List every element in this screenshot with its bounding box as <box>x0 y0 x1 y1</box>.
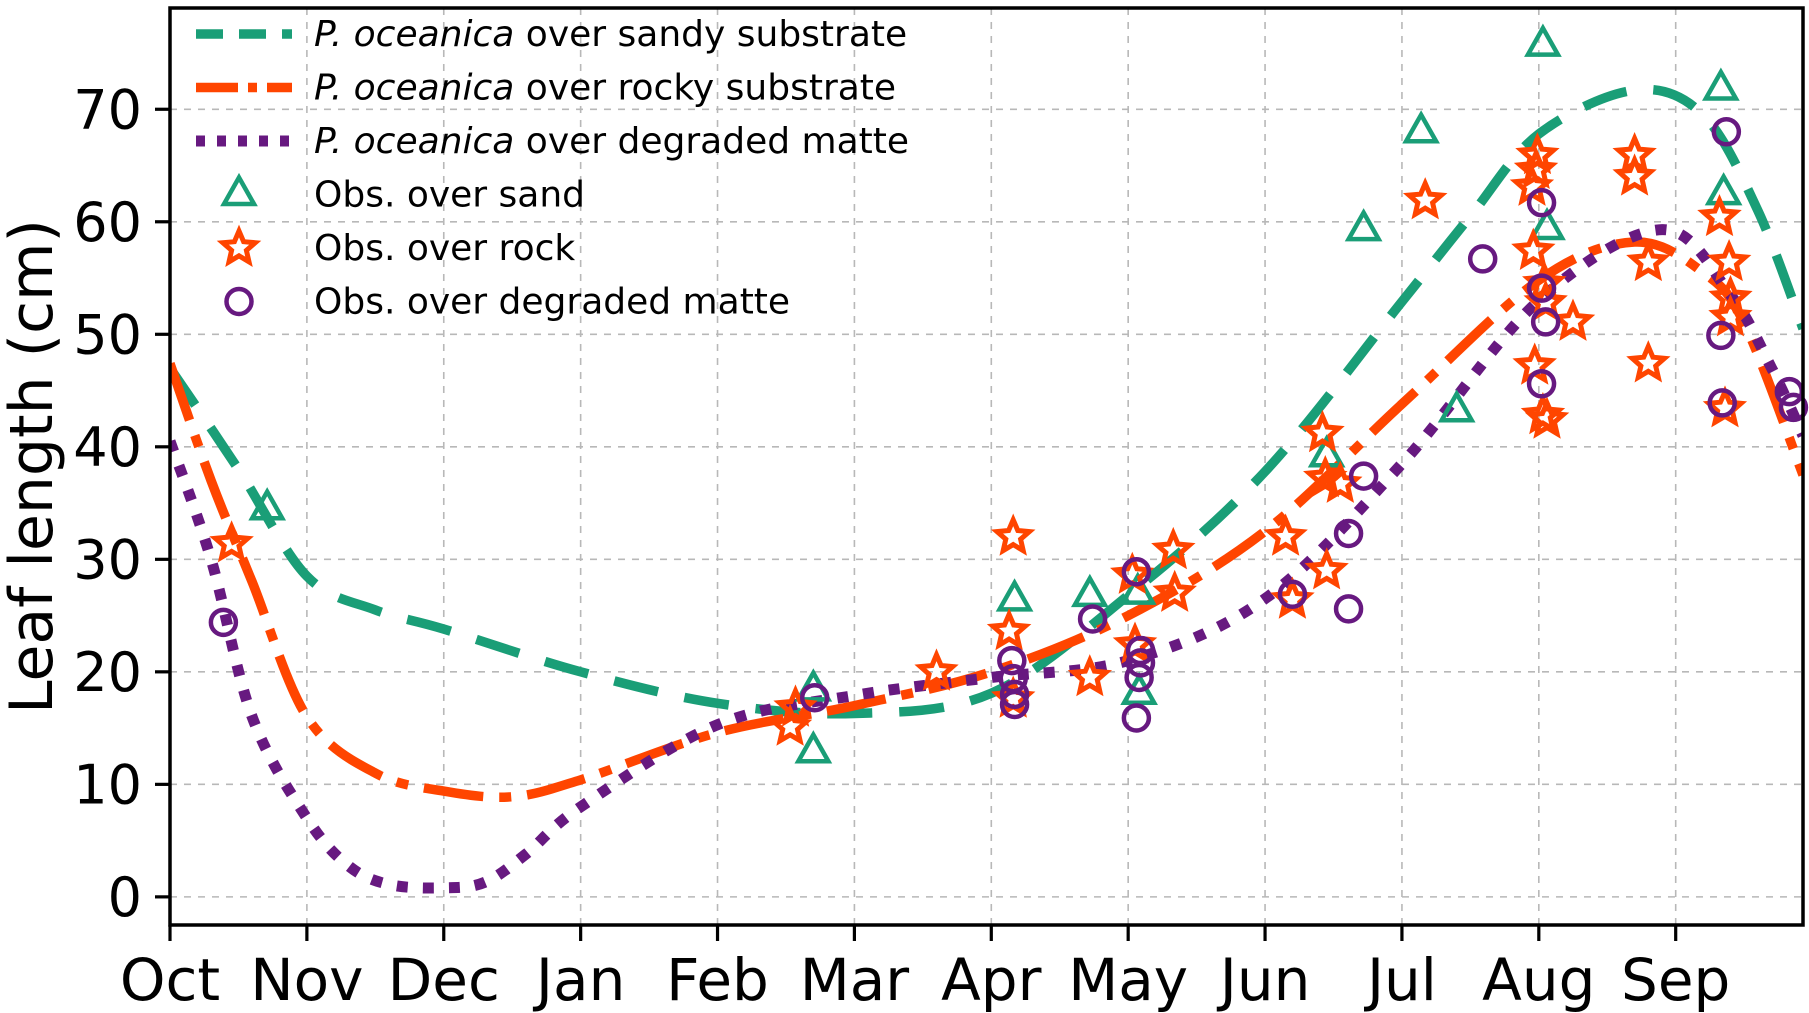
curve-sand <box>170 84 1803 719</box>
fitted-curves <box>170 84 1803 894</box>
legend-item-dashdot: P. oceanica over rocky substrate <box>196 68 896 109</box>
tick-marks <box>155 107 1678 941</box>
y-tick-50: 50 <box>73 303 142 366</box>
y-tick-0: 0 <box>108 866 142 929</box>
legend-item-circle: Obs. over degraded matte <box>224 282 790 323</box>
x-tick-jan: Jan <box>533 946 625 1013</box>
legend: P. oceanica over sandy substrate P. ocean… <box>196 14 909 323</box>
legend-label: Obs. over sand <box>314 175 585 216</box>
x-tick-apr: Apr <box>941 946 1041 1013</box>
y-tick-60: 60 <box>73 191 142 254</box>
legend-circle-icon <box>224 286 254 317</box>
y-tick-10: 10 <box>73 753 142 816</box>
x-tick-mar: Mar <box>800 946 910 1013</box>
y-tick-20: 20 <box>73 641 142 704</box>
obs-matte-markers <box>208 117 1809 733</box>
y-tick-70: 70 <box>73 78 142 141</box>
x-tick-sep: Sep <box>1621 946 1730 1013</box>
legend-label: Obs. over rock <box>314 228 575 269</box>
x-tick-dec: Dec <box>388 946 500 1013</box>
legend-item-dotted: P. oceanica over degraded matte <box>196 121 909 162</box>
y-tick-40: 40 <box>73 416 142 479</box>
x-tick-jun: Jun <box>1217 946 1311 1013</box>
x-tick-feb: Feb <box>666 946 769 1013</box>
x-tick-jul: Jul <box>1364 946 1437 1013</box>
legend-star-icon <box>216 224 262 267</box>
y-axis-label: Leaf length (cm) <box>0 219 67 714</box>
axes <box>168 6 1805 927</box>
curve-matte <box>170 224 1803 894</box>
legend-label: Obs. over degraded matte <box>314 282 790 323</box>
legend-label: P. oceanica over sandy substrate <box>314 14 907 55</box>
gridlines <box>169 8 1803 925</box>
x-tick-aug: Aug <box>1482 946 1595 1013</box>
x-tick-may: May <box>1068 946 1188 1013</box>
legend-item-star: Obs. over rock <box>216 224 575 269</box>
legend-triangle-icon <box>220 172 258 207</box>
y-tick-labels: 0 10 20 30 40 50 60 70 <box>73 78 142 929</box>
x-tick-labels: Oct Nov Dec Jan Feb Mar Apr May Jun Jul Aug Sep <box>120 946 1731 1013</box>
y-tick-30: 30 <box>73 528 142 591</box>
x-tick-oct: Oct <box>120 946 220 1013</box>
legend-item-dashed: P. oceanica over sandy substrate <box>196 14 907 55</box>
x-tick-nov: Nov <box>250 946 363 1013</box>
legend-item-triangle: Obs. over sand <box>220 172 585 216</box>
legend-label: P. oceanica over degraded matte <box>314 121 909 162</box>
legend-label: P. oceanica over rocky substrate <box>314 68 896 109</box>
